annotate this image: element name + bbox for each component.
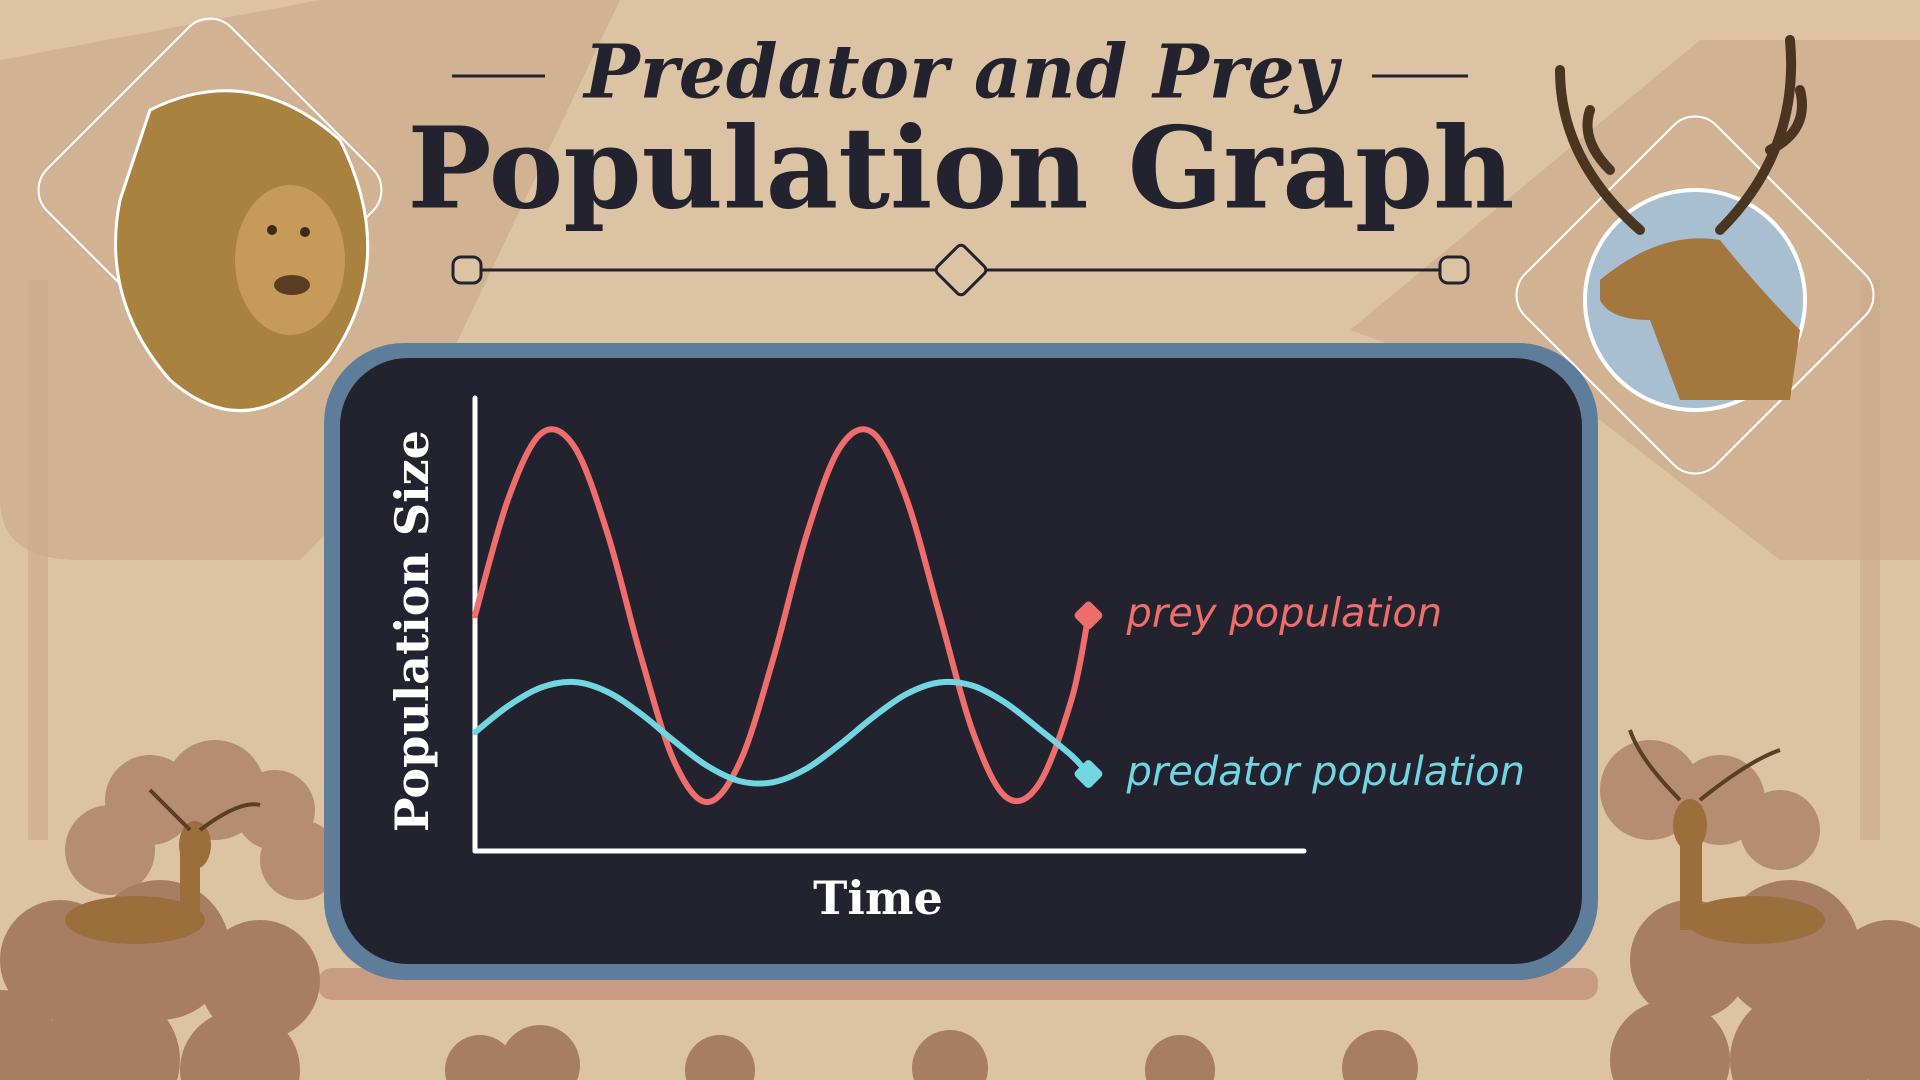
- plot-area: prey population predator population: [472, 395, 1525, 854]
- series-line: [472, 426, 1092, 806]
- series-end-marker: [1074, 760, 1103, 788]
- chart-subtitle: Population Graph: [407, 103, 1514, 234]
- chart-title: Predator and Prey: [582, 30, 1343, 116]
- series-line: [472, 678, 1092, 787]
- series-end-marker: [1074, 601, 1103, 630]
- legend-label: prey population: [1125, 590, 1442, 636]
- deer-photo: [1515, 35, 1875, 475]
- lion-photo: [37, 17, 383, 412]
- deer-small: [65, 799, 1825, 944]
- x-axis-label: Time: [813, 871, 943, 925]
- chart-card: [340, 358, 1582, 964]
- y-axis-label: Population Size: [385, 430, 439, 832]
- legend-label: predator population: [1125, 749, 1525, 795]
- title-ornament: [451, 74, 1470, 297]
